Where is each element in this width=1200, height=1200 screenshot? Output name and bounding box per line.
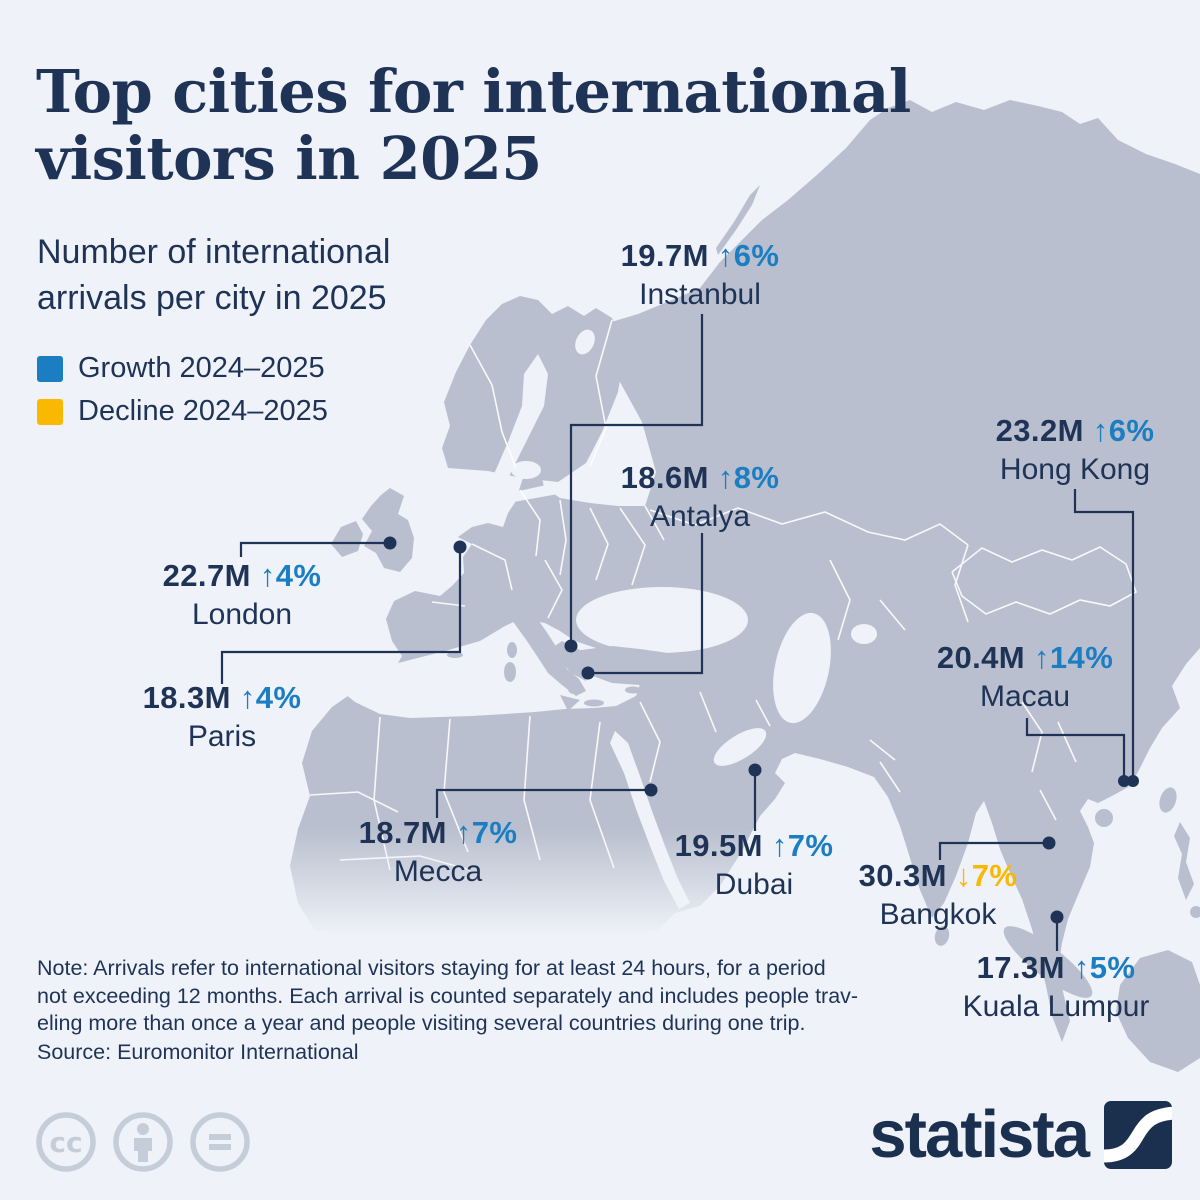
map-fade — [250, 828, 820, 963]
city-change: ↓7% — [955, 858, 1018, 893]
legend-item-decline: Decline 2024–2025 — [37, 390, 328, 433]
connector-lines — [220, 314, 1135, 951]
city-name: Hong Kong — [999, 453, 1151, 486]
med-peninsulas — [447, 601, 715, 711]
statista-wordmark: statista — [869, 1097, 1090, 1172]
city-value: 18.6M — [620, 460, 709, 495]
city-value: 20.4M — [936, 640, 1025, 675]
city-value: 19.5M — [674, 828, 763, 863]
city-name: Instanbul — [639, 278, 761, 311]
city-label-bangkok: 30.3M ↓7% Bangkok — [859, 858, 1018, 932]
legend-item-growth: Growth 2024–2025 — [37, 347, 328, 390]
city-label-kuala-lumpur: 17.3M ↑5% Kuala Lumpur — [963, 950, 1150, 1024]
city-name: Paris — [187, 720, 257, 753]
city-change: ↑4% — [239, 680, 302, 715]
city-change: ↑14% — [1034, 640, 1114, 675]
city-label-antalya: 18.6M ↑8% Antalya — [621, 460, 780, 534]
city-name: Macau — [979, 680, 1071, 713]
note-text: Note: Arrivals refer to international vi… — [37, 956, 859, 1036]
city-label-macau: 20.4M ↑14% Macau — [937, 640, 1113, 714]
city-name: Mecca — [393, 855, 483, 888]
legend-label: Decline 2024–2025 — [78, 395, 328, 427]
decline-swatch-icon — [37, 398, 63, 425]
city-change: ↑6% — [717, 238, 780, 273]
city-change: ↑5% — [1073, 950, 1136, 985]
statista-logo-icon — [1104, 1100, 1172, 1169]
city-name: Kuala Lumpur — [962, 990, 1150, 1023]
city-value: 22.7M — [162, 558, 251, 593]
city-label-dubai: 19.5M ↑7% Dubai — [675, 828, 834, 902]
city-name: Antalya — [649, 500, 751, 533]
source-text: Source: Euromonitor International — [37, 1040, 359, 1064]
city-label-mecca: 18.7M ↑7% Mecca — [359, 815, 518, 889]
city-name: London — [191, 598, 293, 631]
city-name: Bangkok — [879, 898, 997, 931]
page-subtitle: Number of international arrivals per cit… — [37, 233, 391, 317]
legend-label: Growth 2024–2025 — [78, 352, 325, 384]
city-label-instanbul: 19.7M ↑6% Instanbul — [621, 238, 780, 312]
city-label-london: 22.7M ↑4% London — [163, 558, 322, 632]
city-dots — [383, 536, 1139, 924]
cc-nd-icon — [190, 1112, 250, 1172]
city-value: 18.3M — [142, 680, 231, 715]
city-change: ↑4% — [259, 558, 322, 593]
page-title: Top cities for international visitors in… — [36, 57, 911, 194]
city-label-hong-kong: 23.2M ↑6% Hong Kong — [996, 413, 1155, 487]
cc-license-row: cc — [34, 1110, 252, 1174]
city-change: ↑7% — [771, 828, 834, 863]
city-value: 18.7M — [358, 815, 447, 850]
city-value: 23.2M — [995, 413, 1084, 448]
city-change: ↑8% — [717, 460, 780, 495]
statista-logo: statista — [869, 1096, 1172, 1173]
growth-swatch-icon — [37, 355, 63, 382]
city-name: Dubai — [714, 868, 794, 901]
city-value: 17.3M — [976, 950, 1065, 985]
svg-text:cc: cc — [49, 1126, 82, 1159]
cc-license-icon: cc — [36, 1112, 96, 1172]
city-change: ↑7% — [455, 815, 518, 850]
city-label-paris: 18.3M ↑4% Paris — [143, 680, 302, 754]
city-change: ↑6% — [1092, 413, 1155, 448]
cc-attribution-icon — [113, 1112, 173, 1172]
city-value: 19.7M — [620, 238, 709, 273]
legend: Growth 2024–2025 Decline 2024–2025 — [37, 347, 328, 433]
city-value: 30.3M — [858, 858, 947, 893]
